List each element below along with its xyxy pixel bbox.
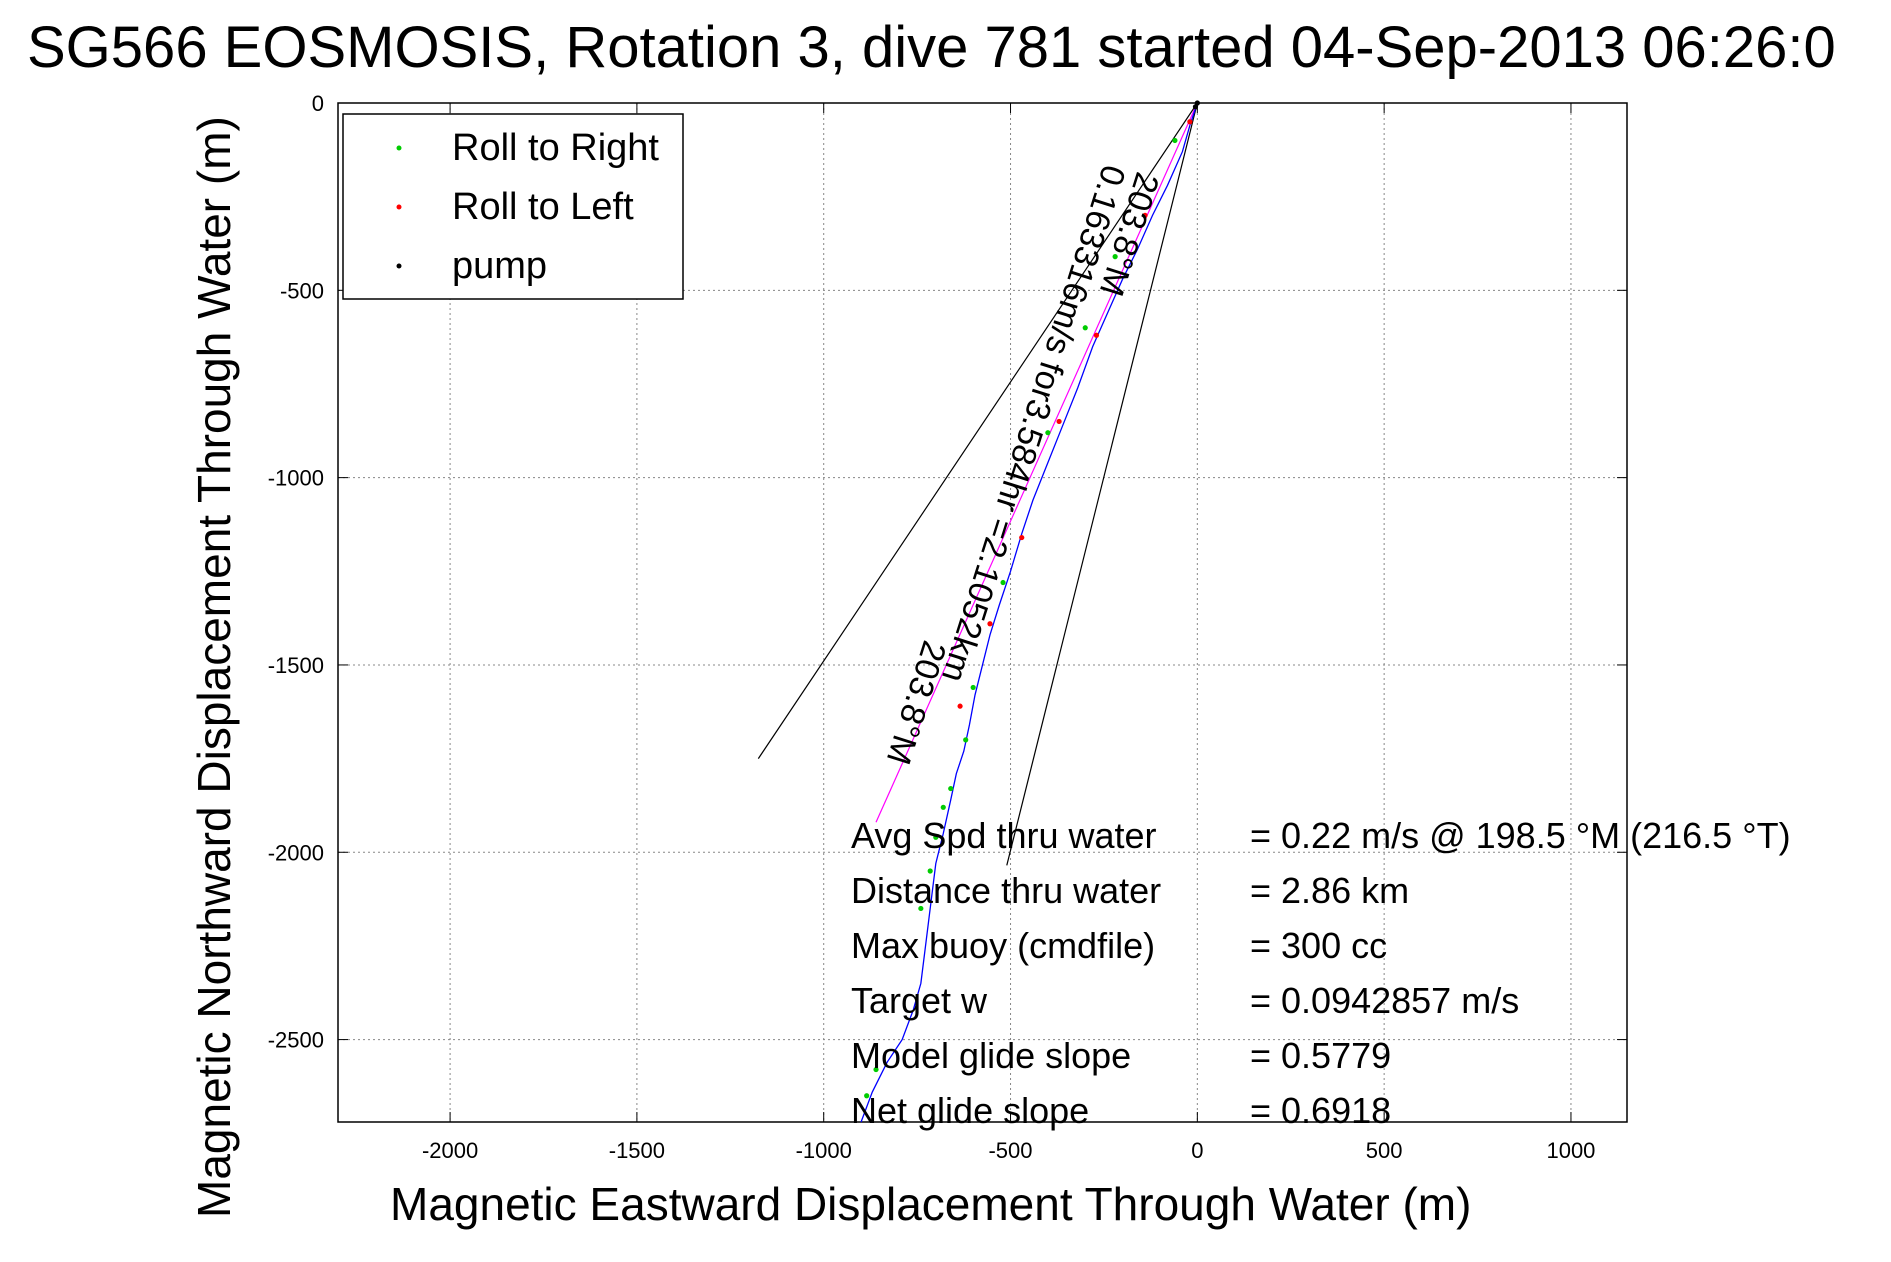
roll-right-point xyxy=(873,1066,879,1073)
x-tick-label: -1000 xyxy=(796,1138,852,1163)
roll-right-point xyxy=(963,737,969,743)
plot-frame xyxy=(337,102,1628,1123)
annotation-label: Avg Spd thru water xyxy=(851,815,1157,856)
x-tick-label: -1500 xyxy=(609,1138,665,1163)
cone-lines xyxy=(757,102,1198,866)
y-tick-label: -1000 xyxy=(268,466,324,491)
roll-right-point xyxy=(918,905,924,912)
rotated-label: 0.163316m/s for3.584hr =2.1052km xyxy=(934,161,1133,687)
y-tick-label: -2500 xyxy=(268,1028,324,1053)
cone-line xyxy=(757,102,1198,759)
legend-marker xyxy=(396,204,402,210)
rotated-labels: 0.163316m/s for3.584hr =2.1052km203.8°M2… xyxy=(879,161,1166,769)
legend-marker xyxy=(396,263,402,269)
roll-right-point xyxy=(933,834,939,840)
annotation-label: Distance thru water xyxy=(851,870,1161,911)
roll-right-point xyxy=(864,1093,870,1099)
annotations: Avg Spd thru water = 0.22 m/s @ 198.5 °M … xyxy=(851,815,1791,1131)
x-axis-label: Magnetic Eastward Displacement Through W… xyxy=(390,1178,1471,1230)
roll-left-point xyxy=(1142,212,1148,218)
annotation-value: = 0.0942857 m/s xyxy=(1250,980,1519,1021)
roll-left-point xyxy=(987,621,993,627)
y-tick-label: 0 xyxy=(312,91,324,116)
pump-point xyxy=(1192,104,1199,110)
legend: Roll to Right Roll to Left pump xyxy=(342,113,684,300)
roll-left-point xyxy=(1056,418,1062,425)
roll-right-point xyxy=(970,684,976,691)
y-tick-label: -2000 xyxy=(268,840,324,865)
annotation-label: Net glide slope xyxy=(851,1090,1089,1131)
x-tick-label: 0 xyxy=(1191,1138,1203,1163)
annotation-value: = 0.5779 xyxy=(1250,1035,1391,1076)
rotated-label: 203.8°M xyxy=(879,636,953,769)
roll-right-point xyxy=(1045,430,1051,436)
x-tick-label: -2000 xyxy=(422,1138,478,1163)
roll-right-point xyxy=(948,785,954,792)
annotation-value: = 0.6918 xyxy=(1250,1090,1391,1131)
roll-right-point xyxy=(1082,325,1088,331)
legend-marker xyxy=(396,145,402,151)
roll-right-point xyxy=(1000,579,1006,586)
y-axis-label: Magnetic Northward Displacement Through … xyxy=(188,116,240,1218)
roll-left-point xyxy=(1019,534,1025,541)
y-tick-label: -500 xyxy=(280,278,324,303)
x-tick-label: 1000 xyxy=(1546,1138,1595,1163)
current-vector-line xyxy=(875,102,1198,823)
annotation-label: Max buoy (cmdfile) xyxy=(851,925,1155,966)
annotation-value: = 300 cc xyxy=(1250,925,1387,966)
roll-left-point xyxy=(1187,119,1193,125)
x-tick-label: 500 xyxy=(1366,1138,1403,1163)
tick-labels: -2000 -1500 -1000 -500 0 500 1000 0 -500 -1000 -15… xyxy=(268,91,1627,1163)
roll-right-point xyxy=(940,804,946,810)
cone-line xyxy=(1006,102,1198,866)
legend-entry: Roll to Left xyxy=(452,186,634,228)
legend-entry: pump xyxy=(452,245,547,287)
annotation-value: = 2.86 km xyxy=(1250,870,1409,911)
x-tick-label: -500 xyxy=(988,1138,1032,1163)
annotation-label: Target w xyxy=(851,980,988,1021)
roll-right-point xyxy=(1172,137,1178,144)
series-layer xyxy=(860,100,1200,1123)
y-tick-label: -1500 xyxy=(268,653,324,678)
annotation-label: Model glide slope xyxy=(851,1035,1131,1076)
legend-entry: Roll to Right xyxy=(452,127,659,169)
track-line xyxy=(860,102,1198,1123)
roll-left-point xyxy=(957,703,963,709)
annotation-value: = 0.22 m/s @ 198.5 °M (216.5 °T) xyxy=(1250,815,1791,856)
roll-right-point xyxy=(1112,253,1118,260)
roll-right-point xyxy=(927,868,933,874)
roll-left-point xyxy=(1093,332,1100,338)
chart-title: SG566 EOSMOSIS, Rotation 3, dive 781 sta… xyxy=(27,15,1836,80)
